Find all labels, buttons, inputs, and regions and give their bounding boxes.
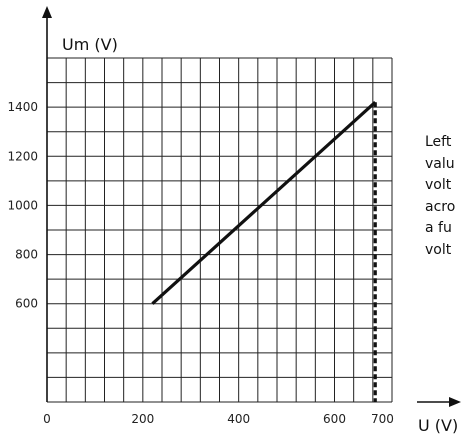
x-tick-label: 700	[371, 412, 394, 426]
x-axis-title: U (V)	[418, 416, 458, 435]
y-tick-label: 600	[15, 297, 38, 311]
x-axis-arrow-icon	[449, 397, 461, 407]
y-tick-label: 1000	[7, 198, 38, 212]
grid	[46, 57, 393, 403]
y-tick-label: 1400	[7, 100, 38, 114]
side-note-line: volt	[425, 177, 452, 194]
side-note-line: volt	[425, 241, 452, 258]
side-note-line: Left	[425, 134, 452, 150]
y-axis-arrow-icon	[42, 6, 52, 18]
x-tick-label: 200	[131, 412, 154, 426]
series-line	[151, 101, 377, 305]
side-note-line: acro	[425, 198, 456, 215]
side-note-line: valu	[425, 155, 455, 172]
side-note-line: a fu	[425, 220, 452, 237]
side-note: Left valu volt acro a fu volt	[425, 132, 461, 292]
tick-labels: 0 200 400 600 700 600 800 1000 1200 1400	[7, 100, 393, 426]
x-tick-label: 400	[227, 412, 250, 426]
y-tick-label: 800	[15, 248, 38, 262]
y-axis-title: Um (V)	[62, 35, 118, 54]
axes: Um (V) U (V)	[42, 6, 461, 435]
series	[151, 101, 377, 402]
x-tick-label: 0	[43, 412, 51, 426]
x-tick-label: 600	[323, 412, 346, 426]
y-tick-label: 1200	[7, 149, 38, 163]
